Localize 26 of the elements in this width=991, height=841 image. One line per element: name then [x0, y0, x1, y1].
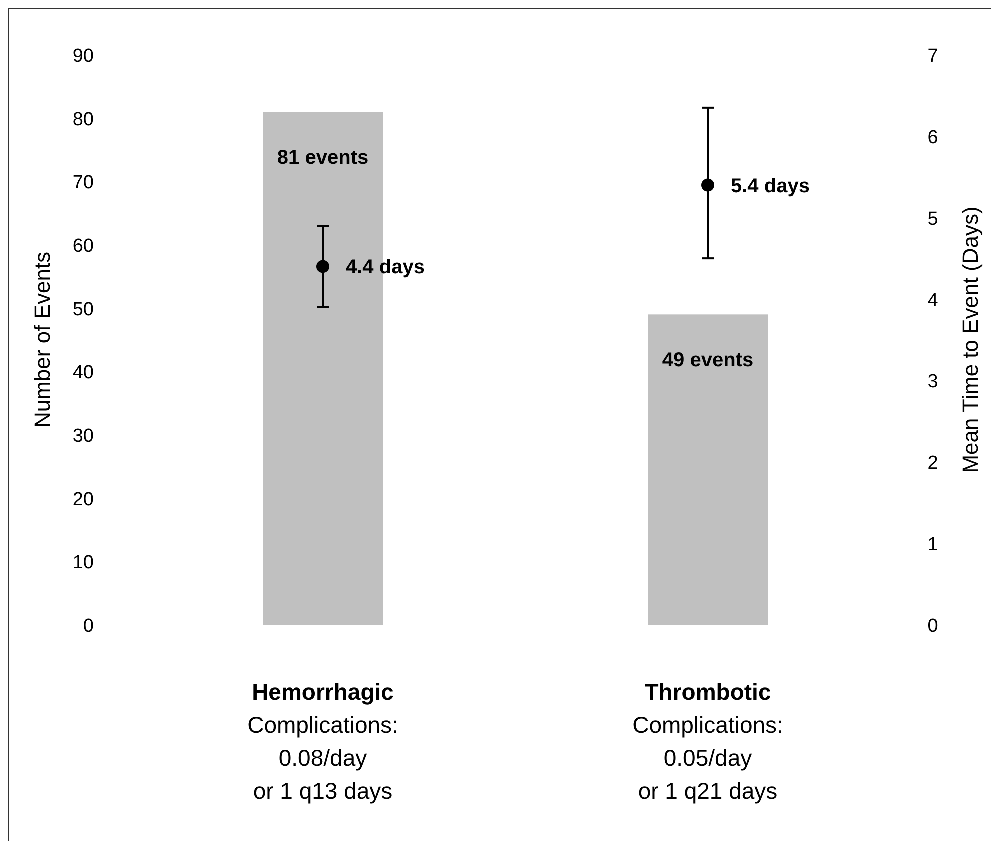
x-tick-label: Hemorrhagic Complications: 0.08/day or 1 q13 days [248, 679, 398, 804]
y2-tick-label: 3 [928, 372, 938, 393]
y-tick-label: 30 [72, 426, 94, 447]
y-tick-label: 40 [72, 362, 94, 384]
y-tick-label: 0 [83, 616, 94, 637]
y2-tick-label: 7 [928, 46, 938, 67]
y-tick-label: 60 [72, 236, 94, 257]
y2-tick-label: 1 [928, 534, 938, 556]
y2-axis-title: Mean Time to Event (Days) [958, 206, 983, 474]
data-label: 4.4 days [346, 256, 425, 279]
y2-tick-label: 6 [928, 127, 938, 148]
y-tick-label: 20 [72, 489, 94, 510]
data-label: 5.4 days [731, 175, 810, 198]
y2-tick-label: 4 [928, 290, 939, 312]
y-tick-label: 10 [72, 552, 94, 574]
y-tick-label: 80 [72, 109, 94, 130]
data-label: 49 events [662, 350, 754, 372]
y2-tick-label: 0 [928, 616, 938, 637]
y-tick-label: 90 [72, 46, 94, 67]
y-tick-label: 50 [72, 299, 94, 320]
y2-tick-label: 2 [928, 453, 938, 474]
x-tick-label: Thrombotic Complications: 0.05/day or 1 q21 days [632, 679, 784, 804]
data-label: 81 events [277, 147, 369, 169]
y2-tick-label: 5 [928, 208, 938, 230]
y-axis-title: Number of Events [30, 252, 55, 428]
y-tick-label: 70 [72, 172, 94, 194]
